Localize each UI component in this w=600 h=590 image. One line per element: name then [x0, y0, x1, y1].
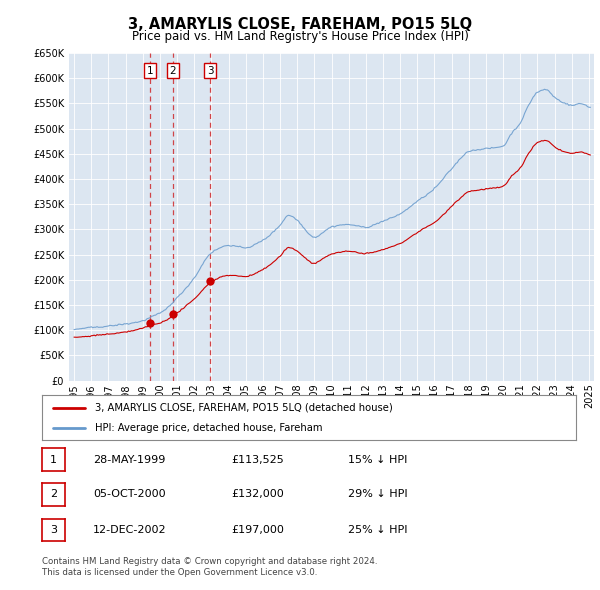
- Text: 3: 3: [207, 65, 214, 76]
- Text: 12-DEC-2002: 12-DEC-2002: [93, 525, 167, 535]
- Text: Contains HM Land Registry data © Crown copyright and database right 2024.: Contains HM Land Registry data © Crown c…: [42, 557, 377, 566]
- Text: 05-OCT-2000: 05-OCT-2000: [93, 490, 166, 499]
- Text: 29% ↓ HPI: 29% ↓ HPI: [348, 490, 407, 499]
- Text: 1: 1: [50, 455, 57, 464]
- Text: 2: 2: [169, 65, 176, 76]
- Text: 3, AMARYLIS CLOSE, FAREHAM, PO15 5LQ (detached house): 3, AMARYLIS CLOSE, FAREHAM, PO15 5LQ (de…: [95, 403, 393, 412]
- Text: 15% ↓ HPI: 15% ↓ HPI: [348, 455, 407, 464]
- Text: Price paid vs. HM Land Registry's House Price Index (HPI): Price paid vs. HM Land Registry's House …: [131, 30, 469, 43]
- Text: £132,000: £132,000: [231, 490, 284, 499]
- Text: 2: 2: [50, 490, 57, 499]
- Text: £113,525: £113,525: [231, 455, 284, 464]
- Text: 25% ↓ HPI: 25% ↓ HPI: [348, 525, 407, 535]
- Text: 1: 1: [146, 65, 153, 76]
- Text: 3: 3: [50, 525, 57, 535]
- Text: This data is licensed under the Open Government Licence v3.0.: This data is licensed under the Open Gov…: [42, 568, 317, 577]
- Text: 3, AMARYLIS CLOSE, FAREHAM, PO15 5LQ: 3, AMARYLIS CLOSE, FAREHAM, PO15 5LQ: [128, 17, 472, 32]
- Text: 28-MAY-1999: 28-MAY-1999: [93, 455, 166, 464]
- Text: HPI: Average price, detached house, Fareham: HPI: Average price, detached house, Fare…: [95, 424, 323, 434]
- Text: £197,000: £197,000: [231, 525, 284, 535]
